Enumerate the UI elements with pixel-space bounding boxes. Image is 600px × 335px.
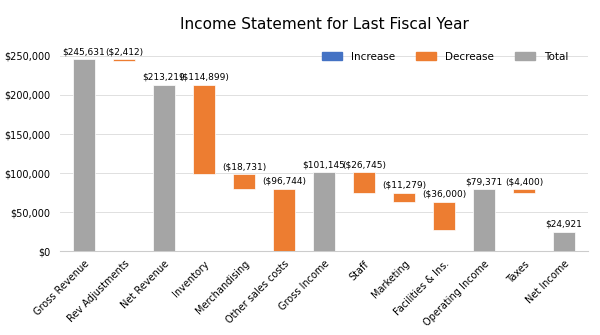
Text: ($2,412): ($2,412)	[105, 47, 143, 56]
Bar	[193, 84, 215, 175]
Text: ($4,400): ($4,400)	[505, 177, 543, 186]
Text: $213,219: $213,219	[143, 72, 185, 81]
Bar	[73, 59, 95, 251]
Bar	[153, 84, 175, 251]
Bar	[353, 172, 375, 193]
Text: ($18,731): ($18,731)	[222, 162, 266, 171]
Text: ($114,899): ($114,899)	[179, 72, 229, 81]
Bar	[473, 189, 495, 251]
Text: ($96,744): ($96,744)	[262, 177, 306, 186]
Text: $24,921: $24,921	[545, 220, 583, 229]
Text: $79,371: $79,371	[466, 177, 503, 186]
Bar	[113, 59, 135, 61]
Text: ($26,745): ($26,745)	[342, 160, 386, 169]
Bar	[433, 202, 455, 230]
Text: ($11,279): ($11,279)	[382, 181, 426, 190]
Title: Income Statement for Last Fiscal Year: Income Statement for Last Fiscal Year	[179, 17, 469, 32]
Text: ($36,000): ($36,000)	[422, 190, 466, 199]
Text: $101,145: $101,145	[302, 160, 346, 169]
Text: $245,631: $245,631	[62, 47, 106, 56]
Bar	[553, 232, 575, 251]
Bar	[313, 172, 335, 251]
Bar	[233, 175, 255, 189]
Bar	[273, 189, 295, 265]
Bar	[513, 189, 535, 193]
Legend: Increase, Decrease, Total: Increase, Decrease, Total	[317, 48, 572, 66]
Bar	[393, 193, 415, 202]
